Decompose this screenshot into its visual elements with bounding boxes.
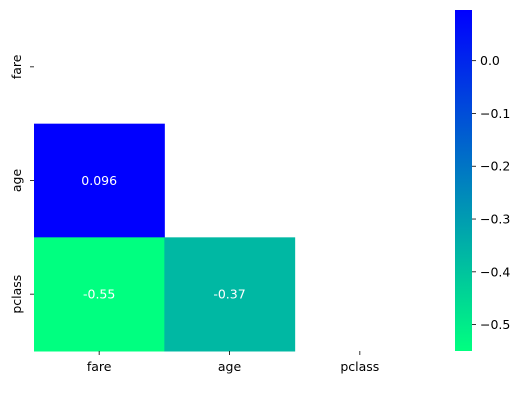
heatmap-grid: 0.096 -0.55 -0.37 — [34, 123, 296, 352]
cell-value-label: -0.37 — [213, 287, 245, 302]
col-tick-label: fare — [87, 359, 112, 374]
col-axis: fare age pclass — [87, 351, 379, 374]
heatmap-cell — [34, 237, 165, 352]
row-tick-label: age — [9, 169, 24, 193]
colorbar-gradient — [455, 10, 472, 351]
col-tick-label: age — [218, 359, 242, 374]
colorbar-tick-label: −0.1 — [480, 106, 510, 121]
row-tick-label: fare — [9, 54, 24, 79]
colorbar-tick-label: −0.3 — [480, 212, 510, 227]
colorbar: 0.0 −0.1 −0.2 −0.3 −0.4 −0.5 — [455, 10, 510, 351]
colorbar-tick-label: 0.0 — [480, 53, 500, 68]
heatmap-cell — [164, 237, 296, 352]
row-axis: fare age pclass — [9, 54, 34, 314]
colorbar-tick-label: −0.2 — [480, 159, 510, 174]
row-tick-label: pclass — [9, 275, 24, 314]
colorbar-tick-label: −0.4 — [480, 264, 510, 279]
colorbar-tick-label: −0.5 — [480, 317, 510, 332]
cell-value-label: 0.096 — [81, 173, 117, 188]
heatmap-cell — [34, 123, 165, 238]
cell-value-label: -0.55 — [83, 287, 115, 302]
col-tick-label: pclass — [340, 359, 379, 374]
